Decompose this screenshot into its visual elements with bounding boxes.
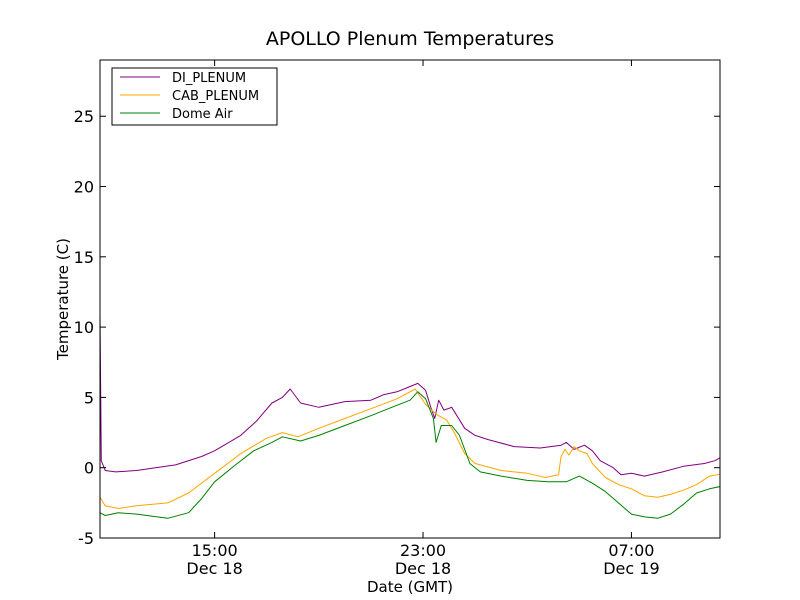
y-tick-label: 25 <box>74 107 94 126</box>
legend: DI_PLENUM CAB_PLENUM Dome Air <box>111 67 278 126</box>
y-tick-label: 10 <box>74 318 94 337</box>
series-line-cab-plenum <box>100 388 720 509</box>
x-tick-date-label: Dec 18 <box>186 559 242 578</box>
legend-label: CAB_PLENUM <box>172 89 259 104</box>
y-tick-label: 0 <box>84 459 94 478</box>
chart-title: APOLLO Plenum Temperatures <box>266 28 554 50</box>
x-axis-title: Date (GMT) <box>367 578 453 596</box>
x-tick-time-label: 15:00 <box>192 541 238 560</box>
y-axis-title: Temperature (C) <box>54 238 72 361</box>
series-line-dome-air <box>100 391 720 519</box>
legend-label: Dome Air <box>172 107 233 122</box>
plot-frame <box>99 59 721 539</box>
y-tick-label: -5 <box>78 529 94 548</box>
series-layer <box>100 315 720 519</box>
x-tick-time-label: 07:00 <box>608 541 654 560</box>
legend-label: DI_PLENUM <box>172 71 246 86</box>
x-tick-date-label: Dec 19 <box>603 559 659 578</box>
y-tick-label: 20 <box>74 178 94 197</box>
x-tick-time-label: 23:00 <box>400 541 446 560</box>
y-tick-label: 15 <box>74 248 94 267</box>
y-axis: -5 0 5 10 15 20 25 <box>74 107 720 548</box>
series-line-di-plenum <box>100 315 720 477</box>
x-tick-date-label: Dec 18 <box>395 559 451 578</box>
y-tick-label: 5 <box>84 388 94 407</box>
